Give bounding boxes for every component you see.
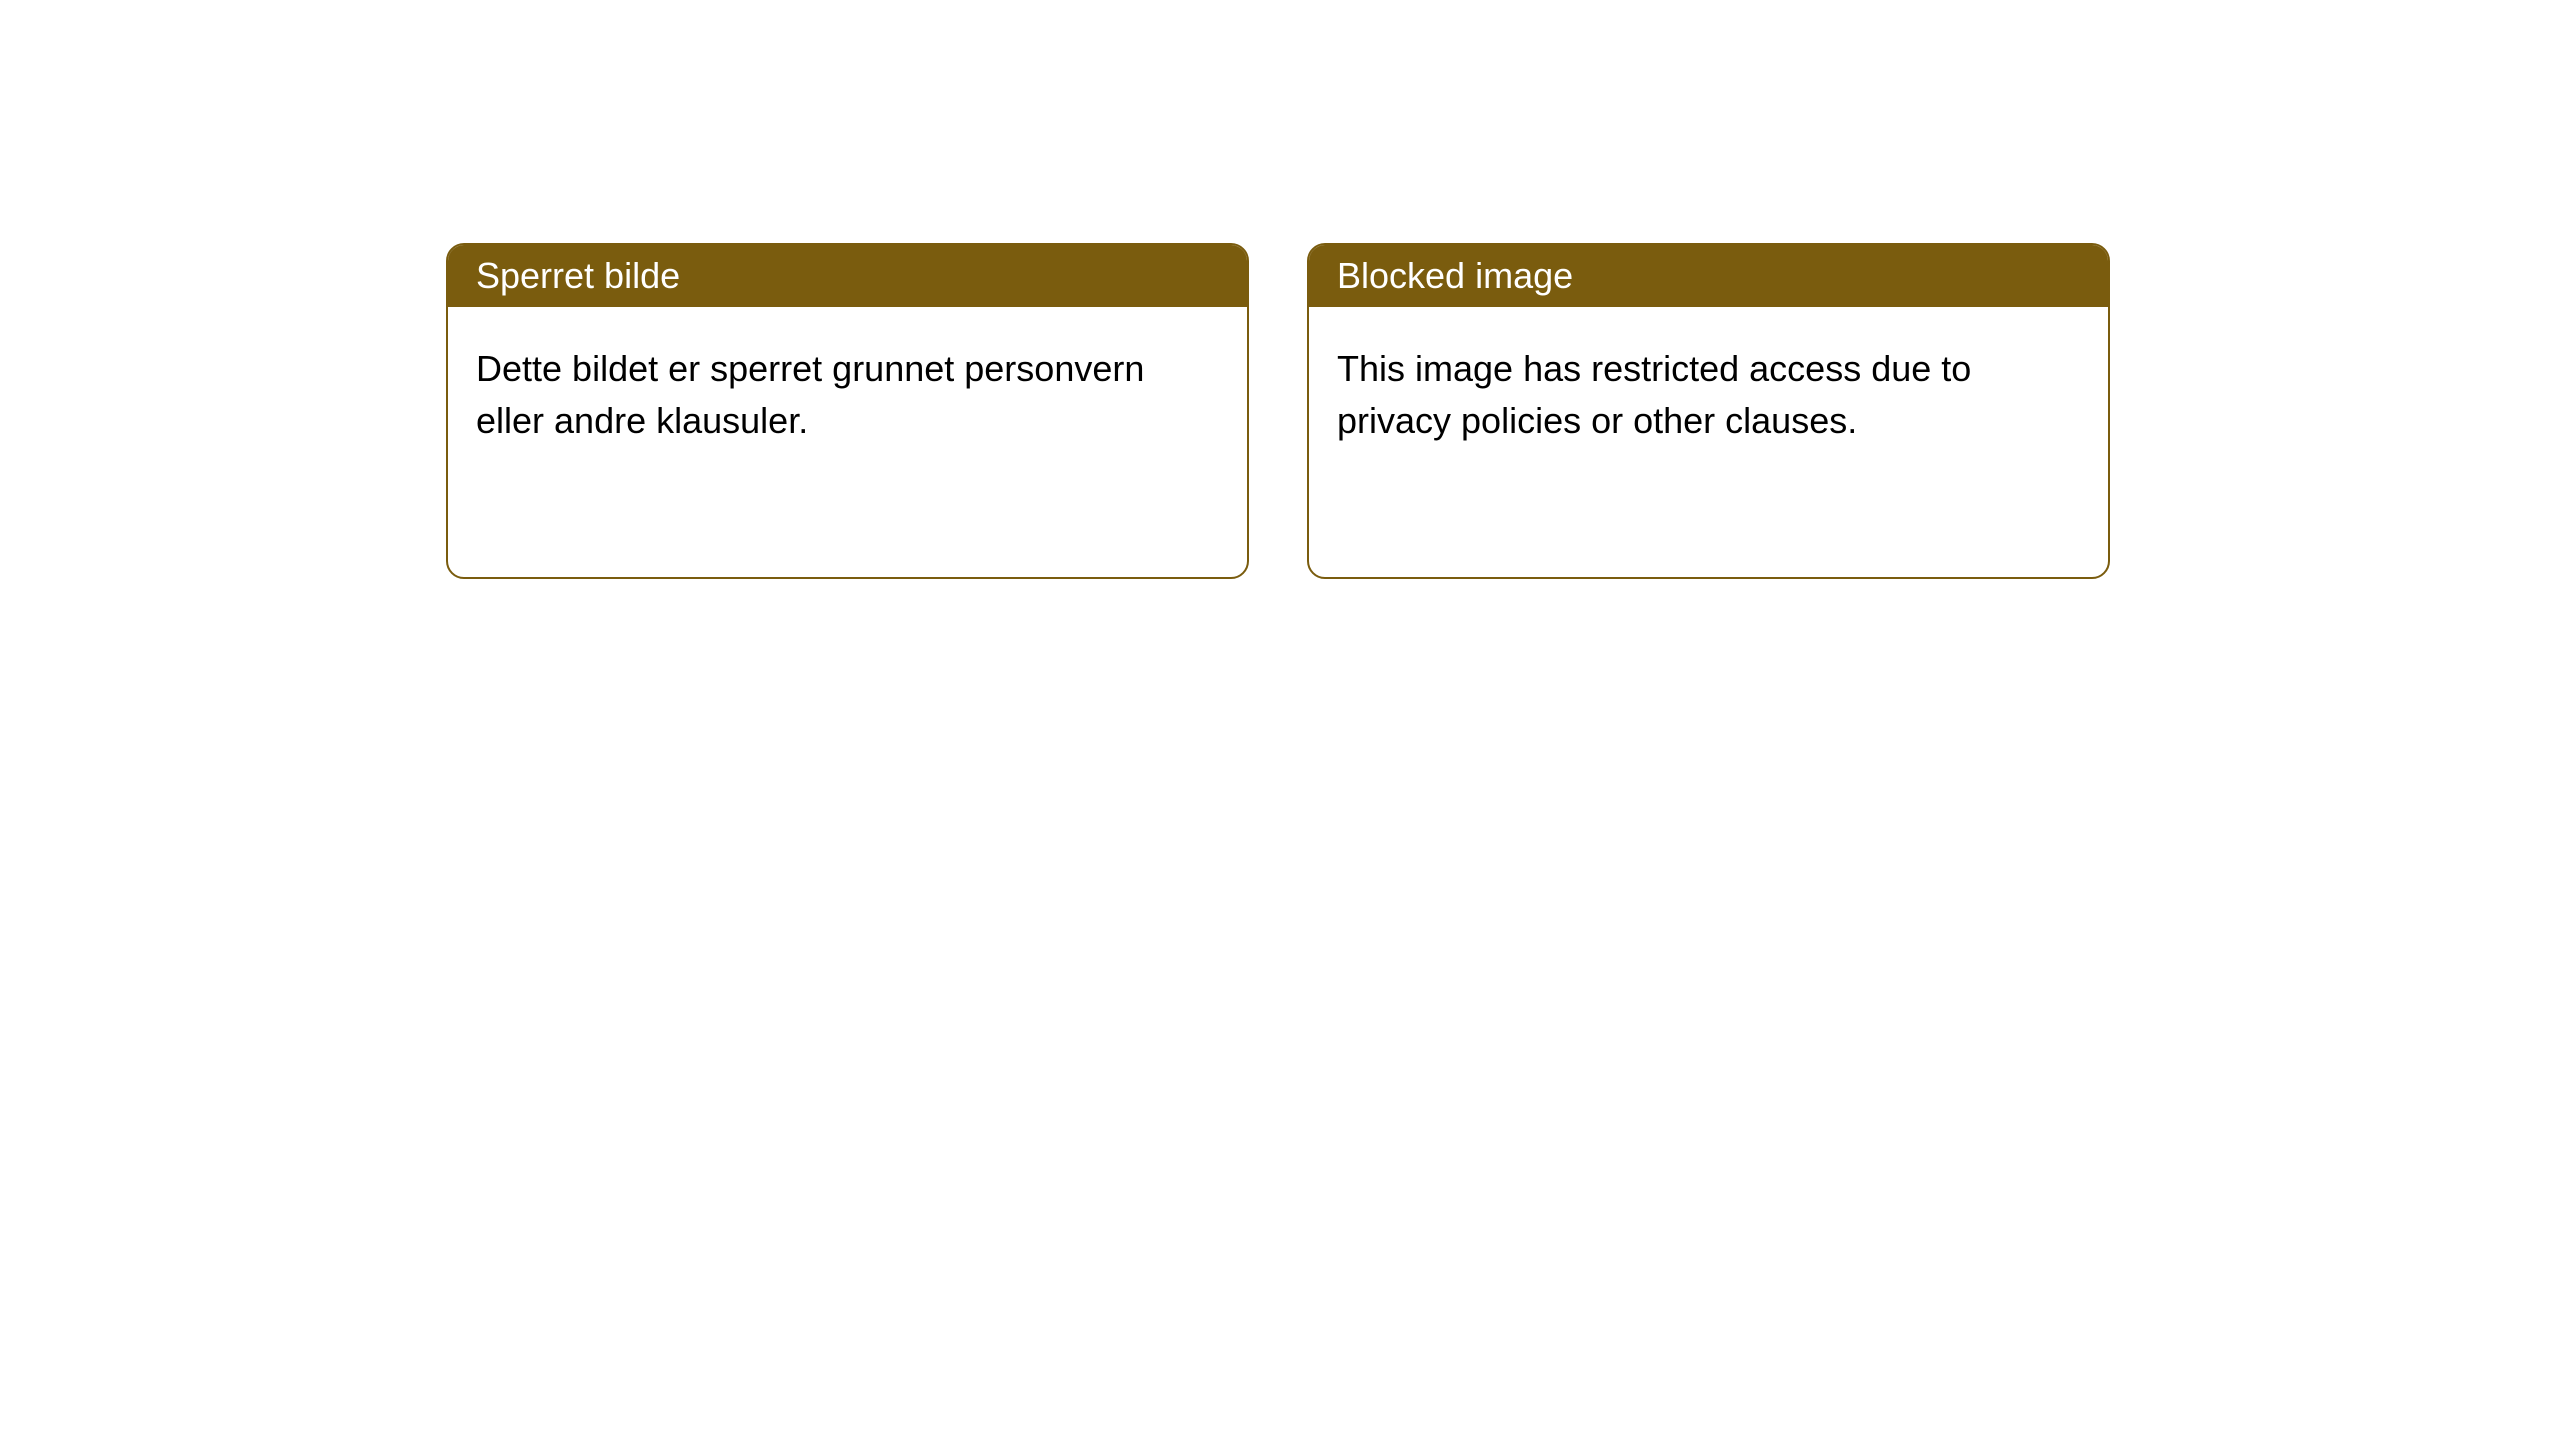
- card-body: This image has restricted access due to …: [1309, 307, 2108, 483]
- card-body: Dette bildet er sperret grunnet personve…: [448, 307, 1247, 483]
- card-body-text: This image has restricted access due to …: [1337, 348, 1971, 441]
- card-body-text: Dette bildet er sperret grunnet personve…: [476, 348, 1144, 441]
- card-header: Sperret bilde: [448, 245, 1247, 307]
- notice-container: Sperret bilde Dette bildet er sperret gr…: [0, 0, 2560, 579]
- blocked-image-card-no: Sperret bilde Dette bildet er sperret gr…: [446, 243, 1249, 579]
- card-header: Blocked image: [1309, 245, 2108, 307]
- card-title: Sperret bilde: [476, 255, 680, 297]
- card-title: Blocked image: [1337, 255, 1573, 297]
- blocked-image-card-en: Blocked image This image has restricted …: [1307, 243, 2110, 579]
